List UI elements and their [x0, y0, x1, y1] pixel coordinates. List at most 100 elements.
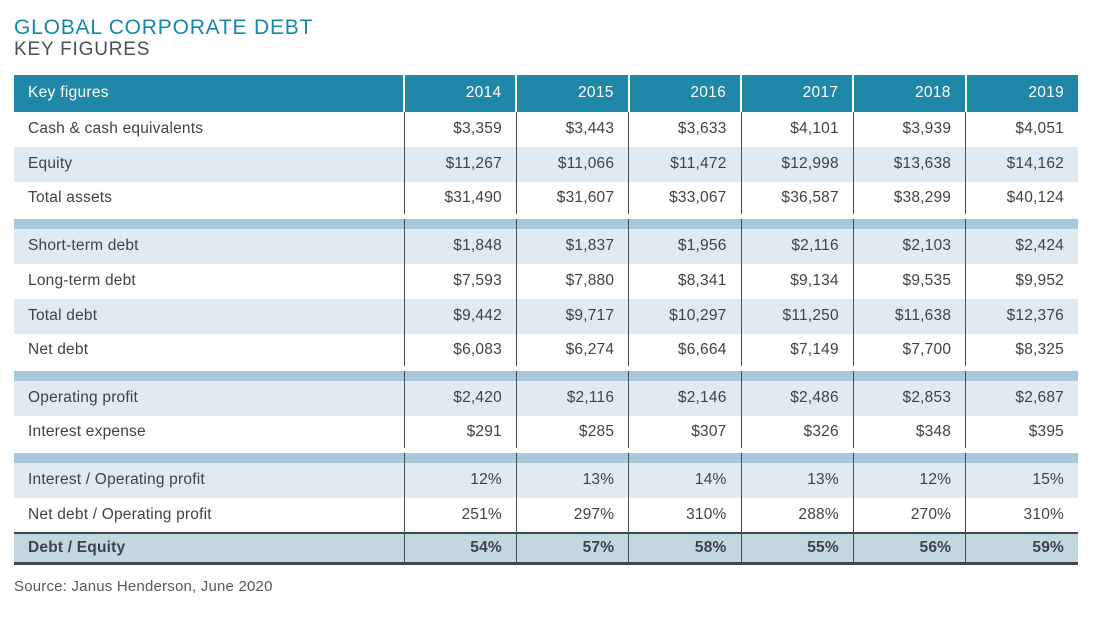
row-label: Debt / Equity	[14, 531, 405, 566]
cell-value: $7,149	[740, 333, 854, 369]
column-header-year: 2018	[852, 74, 966, 112]
table-header: Key figures 2014 2015 2016 2017 2018 2019	[14, 74, 1078, 112]
cell-value: $11,638	[852, 298, 966, 334]
cell-value: 270%	[852, 497, 966, 533]
table-row: Long-term debt $7,593 $7,880 $8,341 $9,134 $9…	[14, 263, 1078, 299]
separator-cell	[403, 448, 517, 463]
separator-cell	[852, 366, 966, 381]
section-separator-row	[14, 214, 1078, 229]
cell-value: 12%	[852, 462, 966, 498]
cell-value: $2,146	[628, 380, 742, 416]
row-label: Total debt	[14, 298, 405, 334]
cell-value: 55%	[740, 531, 854, 566]
separator-cell	[965, 214, 1078, 229]
cell-value: $38,299	[852, 181, 966, 217]
separator-cell	[14, 366, 405, 381]
cell-value: $40,124	[965, 181, 1078, 217]
cell-value: $10,297	[628, 298, 742, 334]
separator-cell	[852, 448, 966, 463]
row-label: Interest / Operating profit	[14, 462, 405, 498]
separator-cell	[628, 448, 742, 463]
cell-value: 58%	[628, 531, 742, 566]
row-label: Cash & cash equivalents	[14, 111, 405, 147]
cell-value: $9,442	[403, 298, 517, 334]
cell-value: $2,486	[740, 380, 854, 416]
table-row: Interest expense $291 $285 $307 $326 $348 $395	[14, 415, 1078, 451]
cell-value: 297%	[515, 497, 629, 533]
cell-value: $2,116	[740, 228, 854, 264]
column-header-year: 2014	[403, 74, 517, 112]
separator-cell	[515, 448, 629, 463]
page-subtitle: KEY FIGURES	[14, 39, 151, 61]
cell-value: 310%	[965, 497, 1078, 533]
cell-value: 15%	[965, 462, 1078, 498]
cell-value: $6,664	[628, 333, 742, 369]
separator-cell	[740, 448, 854, 463]
cell-value: 251%	[403, 497, 517, 533]
column-header-year: 2017	[740, 74, 854, 112]
separator-cell	[515, 366, 629, 381]
section-separator-row	[14, 448, 1078, 463]
cell-value: $11,250	[740, 298, 854, 334]
cell-value: $1,956	[628, 228, 742, 264]
separator-cell	[515, 214, 629, 229]
row-label: Long-term debt	[14, 263, 405, 299]
cell-value: $9,134	[740, 263, 854, 299]
cell-value: $12,376	[965, 298, 1078, 334]
cell-value: $9,952	[965, 263, 1078, 299]
cell-value: $1,837	[515, 228, 629, 264]
cell-value: $13,638	[852, 146, 966, 182]
separator-cell	[852, 214, 966, 229]
table-header-row: Key figures 2014 2015 2016 2017 2018 2019	[14, 74, 1078, 112]
separator-cell	[740, 214, 854, 229]
column-header-year: 2019	[964, 74, 1078, 112]
table-row: Cash & cash equivalents $3,359 $3,443 $3,63…	[14, 111, 1078, 147]
cell-value: $2,116	[515, 380, 629, 416]
cell-value: $11,066	[515, 146, 629, 182]
cell-value: 56%	[852, 531, 966, 566]
row-label: Equity	[14, 146, 405, 182]
separator-cell	[14, 448, 405, 463]
cell-value: $31,607	[515, 181, 629, 217]
cell-value: 13%	[740, 462, 854, 498]
cell-value: $12,998	[740, 146, 854, 182]
table-row: Total debt $9,442 $9,717 $10,297 $11,250 $11,…	[14, 298, 1078, 334]
cell-value: $2,687	[965, 380, 1078, 416]
cell-value: $31,490	[403, 181, 517, 217]
cell-value: $3,633	[628, 111, 742, 147]
cell-value: $285	[515, 415, 629, 451]
cell-value: $2,853	[852, 380, 966, 416]
cell-value: $14,162	[965, 146, 1078, 182]
row-label: Interest expense	[14, 415, 405, 451]
cell-value: $33,067	[628, 181, 742, 217]
cell-value: $2,424	[965, 228, 1078, 264]
cell-value: $36,587	[740, 181, 854, 217]
cell-value: 13%	[515, 462, 629, 498]
cell-value: 14%	[628, 462, 742, 498]
table-row: Operating profit $2,420 $2,116 $2,146 $2,486…	[14, 380, 1078, 416]
cell-value: 310%	[628, 497, 742, 533]
table-row: Net debt $6,083 $6,274 $6,664 $7,149 $7,700 $8…	[14, 333, 1078, 369]
row-label: Operating profit	[14, 380, 405, 416]
cell-value: $2,103	[852, 228, 966, 264]
source-note: Source: Janus Henderson, June 2020	[14, 578, 273, 596]
cell-value: $8,341	[628, 263, 742, 299]
row-label: Net debt / Operating profit	[14, 497, 405, 533]
cell-value: $3,939	[852, 111, 966, 147]
table-row: Equity $11,267 $11,066 $11,472 $12,998 $13,63…	[14, 146, 1078, 182]
cell-value: 12%	[403, 462, 517, 498]
key-figures-table: Key figures 2014 2015 2016 2017 2018 2019 Cash…	[14, 74, 1078, 566]
cell-value: $348	[852, 415, 966, 451]
cell-value: 57%	[515, 531, 629, 566]
cell-value: $9,535	[852, 263, 966, 299]
cell-value: $3,443	[515, 111, 629, 147]
separator-cell	[965, 448, 1078, 463]
cell-value: $1,848	[403, 228, 517, 264]
cell-value: $7,700	[852, 333, 966, 369]
cell-value: $2,420	[403, 380, 517, 416]
column-header-year: 2015	[515, 74, 629, 112]
cell-value: $291	[403, 415, 517, 451]
separator-cell	[403, 366, 517, 381]
separator-cell	[965, 366, 1078, 381]
column-header-label: Key figures	[14, 74, 405, 112]
